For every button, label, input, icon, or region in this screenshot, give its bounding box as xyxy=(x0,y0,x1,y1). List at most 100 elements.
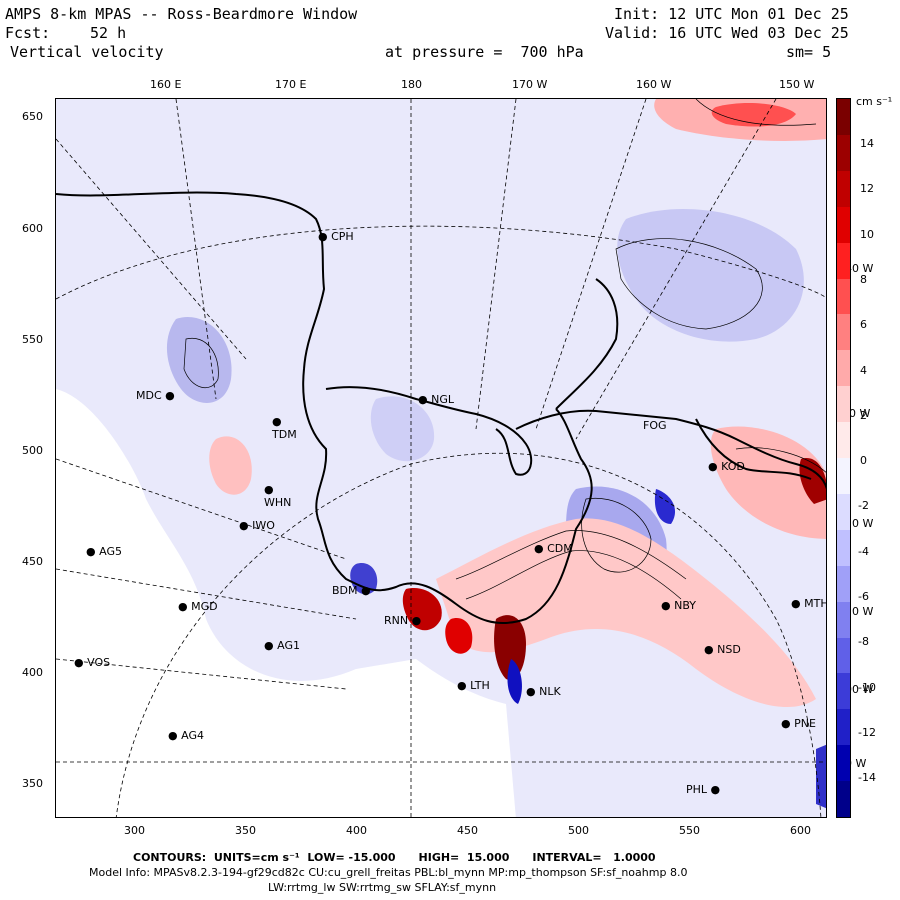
forecast-label: Fcst: xyxy=(5,24,51,42)
station-marker[interactable]: ● MTH xyxy=(791,597,827,610)
contour-info: CONTOURS: UNITS=cm s⁻¹ LOW= -15.000 HIGH… xyxy=(133,851,656,864)
station-label: NGL xyxy=(431,393,454,406)
colorbar-swatch xyxy=(837,565,850,603)
station-marker[interactable]: ● VOS xyxy=(74,656,111,669)
downward-motion-area xyxy=(617,209,804,342)
strong-downdraft xyxy=(507,659,522,704)
station-marker[interactable]: ● WHN xyxy=(264,483,292,509)
downward-motion-area xyxy=(370,396,435,462)
top-tick-label: 160 E xyxy=(150,78,182,91)
bottom-tick-label: 600 xyxy=(790,824,811,837)
left-tick-label: 400 xyxy=(22,666,43,679)
station-marker[interactable]: ● NGL xyxy=(418,393,454,406)
colorbar-swatch xyxy=(837,637,850,674)
contour-lines xyxy=(183,99,826,600)
model-info: Model Info: MPASv8.2.3-194-gf29cd82c CU:… xyxy=(89,866,688,879)
station-label: MTH xyxy=(804,597,827,610)
station-label: TDM xyxy=(272,428,297,441)
colorbar-swatch xyxy=(837,422,850,459)
station-marker[interactable]: BDM ● xyxy=(332,584,371,597)
colorbar-swatch xyxy=(837,206,850,244)
station-label: FOG xyxy=(643,419,667,432)
top-tick-label: 160 W xyxy=(636,78,672,91)
coastline xyxy=(56,191,826,624)
station-label: CPH xyxy=(331,230,354,243)
station-label: PHL xyxy=(686,783,708,796)
station-marker[interactable]: ● LTH xyxy=(457,679,490,692)
strong-updraft xyxy=(799,458,826,504)
colorbar-tick-label: -6 xyxy=(858,590,869,603)
left-tick-label: 500 xyxy=(22,444,43,457)
colorbar-swatch xyxy=(837,134,850,172)
downward-motion-area xyxy=(166,317,232,403)
colorbar-tick-label: 0 xyxy=(860,454,867,468)
station-label: AG4 xyxy=(181,729,204,742)
field-name: Vertical velocity xyxy=(10,43,164,61)
station-marker[interactable]: ● IWO xyxy=(239,519,275,532)
colorbar-tick-label: -8 xyxy=(858,635,869,649)
colorbar-swatch xyxy=(837,386,850,423)
pressure-level: at pressure = 700 hPa xyxy=(385,43,584,61)
station-label: BDM xyxy=(332,584,358,597)
bottom-tick-label: 550 xyxy=(679,824,700,837)
station-marker[interactable]: ● NSD xyxy=(704,643,741,656)
colorbar-units: cm s⁻¹ xyxy=(856,95,893,108)
plot-title: AMPS 8-km MPAS -- Ross-Beardmore Window xyxy=(5,5,358,23)
bottom-tick-label: 400 xyxy=(346,824,367,837)
station-label: NSD xyxy=(717,643,741,656)
colorbar-tick-label: -10 xyxy=(858,680,876,694)
colorbar-tick-label: 14 xyxy=(860,137,874,150)
no-data-region xyxy=(416,659,516,817)
station-marker[interactable]: ● PNE xyxy=(781,717,816,730)
smoothing: sm= 5 xyxy=(786,43,832,61)
graticule xyxy=(56,99,826,817)
station-marker[interactable]: RNN ● xyxy=(384,614,422,627)
station-marker[interactable]: ● AG5 xyxy=(86,545,122,558)
bottom-tick-label: 300 xyxy=(124,824,145,837)
station-label: WHN xyxy=(264,496,292,509)
colorbar-swatch xyxy=(837,709,850,746)
station-label: PNE xyxy=(794,717,816,730)
colorbar-swatch xyxy=(837,350,850,387)
colorbar-swatch xyxy=(837,242,850,279)
station-marker[interactable]: ● CDM xyxy=(534,542,573,555)
station-marker[interactable]: PHL ● xyxy=(686,783,721,796)
station-marker[interactable]: ● AG1 xyxy=(264,639,300,652)
colorbar-tick-label: -4 xyxy=(858,544,869,558)
station-marker[interactable]: ● CPH xyxy=(318,230,354,243)
colorbar-swatch xyxy=(837,745,850,782)
station-label: NLK xyxy=(539,685,561,698)
left-tick-label: 600 xyxy=(22,222,43,235)
colorbar-swatch xyxy=(837,529,850,567)
station-label: RNN xyxy=(384,614,409,627)
station-marker[interactable]: ● NBY xyxy=(661,599,697,612)
colorbar xyxy=(836,98,851,818)
station-label: LTH xyxy=(470,679,490,692)
colorbar-swatch xyxy=(837,278,850,315)
colorbar-tick-label: -2 xyxy=(858,499,869,513)
station-marker[interactable]: MDC ● xyxy=(136,389,175,402)
vertical-velocity-map[interactable]: ● CPH ● NGL MDC ● ● TDM ● WHN ● IWO ● AG5 … xyxy=(55,98,827,818)
map-canvas xyxy=(56,99,826,817)
station-label: AG5 xyxy=(99,545,122,558)
strong-downdraft xyxy=(654,489,676,524)
colorbar-swatch xyxy=(837,493,850,531)
colorbar-swatch xyxy=(837,99,850,136)
colorbar-tick-label: 6 xyxy=(860,318,867,332)
station-marker[interactable]: FOG xyxy=(643,419,667,432)
station-marker[interactable]: ● TDM xyxy=(272,415,297,441)
station-marker[interactable]: ● MGD xyxy=(178,600,218,613)
station-marker[interactable]: ● AG4 xyxy=(168,729,204,742)
station-marker[interactable]: ● NLK xyxy=(526,685,561,698)
colorbar-tick-label: 8 xyxy=(860,272,867,286)
colorbar-tick-label: 4 xyxy=(860,363,867,377)
station-marker[interactable]: ● KOD xyxy=(708,460,745,473)
upward-motion-area xyxy=(710,426,826,539)
strong-updraft xyxy=(402,588,442,631)
station-label: IWO xyxy=(252,519,275,532)
forecast-hour: 52 h xyxy=(90,24,127,42)
left-tick-label: 550 xyxy=(22,333,43,346)
strong-downdraft xyxy=(350,563,378,595)
left-tick-label: 450 xyxy=(22,555,43,568)
station-label: AG1 xyxy=(277,639,300,652)
